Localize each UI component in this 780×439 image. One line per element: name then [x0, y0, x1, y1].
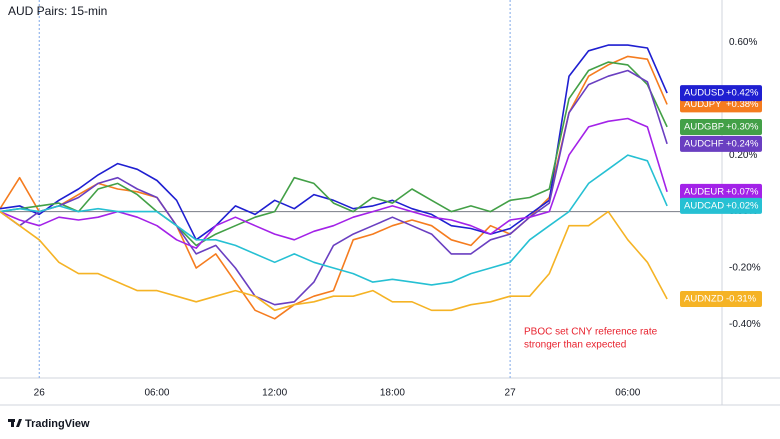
annotation: PBOC set CNY reference rate: [524, 327, 658, 338]
x-tick-label: 26: [34, 388, 46, 399]
value-label: +0.42%: [726, 88, 759, 99]
legend-label: AUDNZD: [684, 294, 724, 305]
x-tick-label: 12:00: [262, 388, 287, 399]
x-tick-label: 06:00: [144, 388, 169, 399]
logo: [8, 419, 22, 427]
last-value-box: [680, 118, 762, 135]
series-line: [0, 61, 668, 247]
x-tick-label: 18:00: [380, 388, 405, 399]
value-label: +0.38%: [726, 99, 759, 110]
last-value-box: [680, 183, 762, 200]
x-tick-label: 27: [505, 388, 517, 399]
series-line: [0, 69, 668, 306]
y-tick-label: 0.20%: [729, 150, 757, 161]
value-label: +0.30%: [726, 121, 759, 132]
value-label: +0.02%: [726, 200, 759, 211]
legend-label: AUDCHF: [684, 138, 724, 149]
last-value-box: [680, 135, 762, 152]
legend-label: AUDCAD: [684, 200, 724, 211]
legend-label: AUDUSD: [684, 88, 724, 99]
legend-label: AUDGBP: [684, 121, 724, 132]
y-tick-label: 0.60%: [729, 37, 757, 48]
last-value-box: [680, 197, 762, 214]
legend-label: AUDJPY: [684, 99, 722, 110]
y-tick-label: -0.20%: [729, 263, 761, 274]
brand: TradingView: [25, 418, 90, 430]
x-tick-label: 06:00: [615, 388, 640, 399]
last-value-box: [680, 291, 762, 308]
y-tick-label: -0.40%: [729, 319, 761, 330]
legend-label: AUDEUR: [684, 186, 724, 197]
value-label: +0.07%: [726, 186, 759, 197]
value-label: +0.24%: [726, 138, 759, 149]
series-line: [0, 210, 668, 312]
series-line: [0, 117, 668, 249]
last-value-box: [680, 85, 762, 102]
annotation: stronger than expected: [524, 340, 626, 351]
series-line: [0, 154, 668, 286]
chart-title: AUD Pairs: 15-min: [8, 4, 107, 18]
value-label: -0.31%: [726, 294, 757, 305]
